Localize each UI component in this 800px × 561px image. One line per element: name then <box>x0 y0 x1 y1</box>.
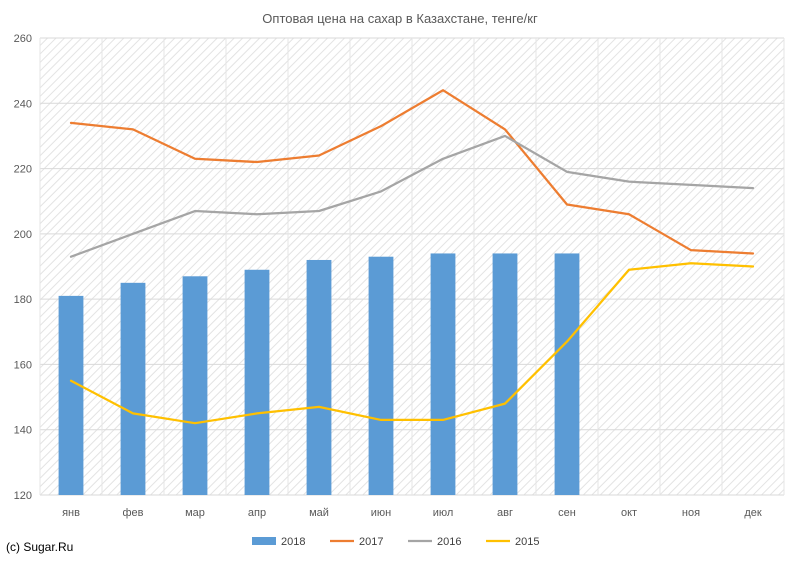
x-tick-label: ноя <box>682 507 700 519</box>
line-2016 <box>69 134 755 258</box>
x-tick-label: авг <box>497 507 513 519</box>
y-tick-label: 140 <box>14 425 32 437</box>
legend: 2018 2017 2016 2015 <box>252 536 539 548</box>
x-tick-label: май <box>309 507 329 519</box>
legend-label: 2018 <box>281 536 305 548</box>
line-2015 <box>69 262 755 425</box>
legend-label: 2017 <box>359 536 383 548</box>
bar-2018 <box>492 253 518 495</box>
x-tick-label: июл <box>433 507 454 519</box>
line-series <box>69 89 755 425</box>
credit-text: (c) Sugar.Ru <box>6 540 73 554</box>
y-tick-label: 260 <box>14 33 32 45</box>
y-axis: 120 140 160 180 200 220 240 260 <box>14 33 32 502</box>
bar-2018 <box>306 259 332 495</box>
bar-2018 <box>120 282 146 495</box>
bar-2018 <box>430 253 456 495</box>
legend-swatch-2018 <box>252 537 276 545</box>
legend-label: 2015 <box>515 536 539 548</box>
y-tick-label: 120 <box>14 490 32 502</box>
y-tick-label: 220 <box>14 164 32 176</box>
y-tick-label: 180 <box>14 294 32 306</box>
x-tick-label: окт <box>621 507 637 519</box>
x-tick-label: фев <box>122 507 143 519</box>
y-tick-label: 200 <box>14 229 32 241</box>
x-axis: янв фев мар апр май июн июл авг сен окт ноя дек <box>62 507 762 519</box>
y-tick-label: 160 <box>14 359 32 371</box>
bar-2018 <box>554 253 580 495</box>
y-tick-label: 240 <box>14 98 32 110</box>
x-tick-label: сен <box>558 507 576 519</box>
x-tick-label: июн <box>371 507 391 519</box>
bar-2018 <box>182 276 208 495</box>
bar-2018 <box>368 256 394 495</box>
legend-label: 2016 <box>437 536 461 548</box>
x-tick-label: дек <box>744 507 762 519</box>
x-tick-label: янв <box>62 507 80 519</box>
x-tick-label: мар <box>185 507 205 519</box>
x-tick-label: апр <box>248 507 266 519</box>
bar-2018 <box>244 269 270 495</box>
bar-series <box>58 253 580 495</box>
line-2017 <box>69 89 755 255</box>
chart-title: Оптовая цена на сахар в Казахстане, тенг… <box>262 11 538 26</box>
bar-2018 <box>58 295 84 495</box>
